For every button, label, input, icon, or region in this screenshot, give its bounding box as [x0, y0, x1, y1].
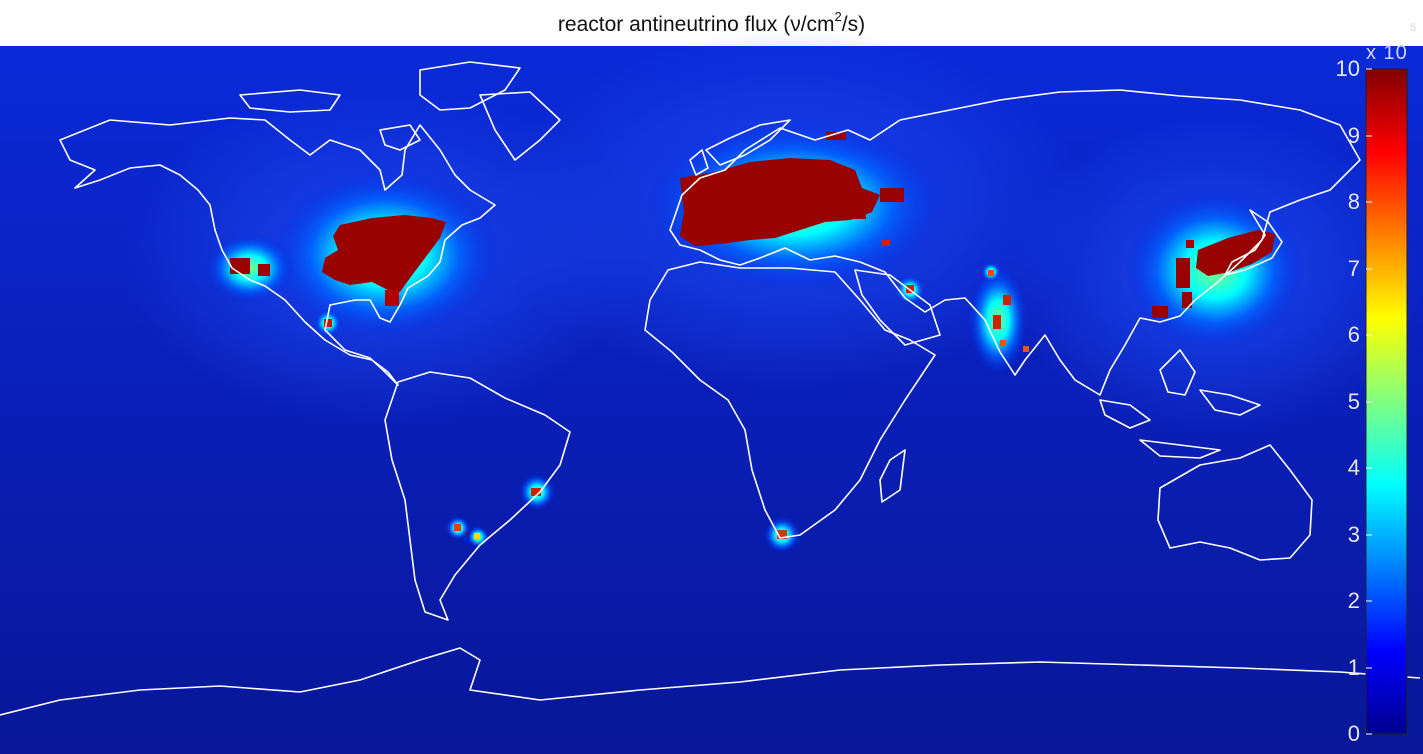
hotspot-pakistan: [988, 270, 994, 276]
colorbar-tick-label: 5: [1347, 389, 1360, 414]
hotspot-china: [1176, 258, 1190, 288]
map-title: reactor antineutrino flux (ν/cm2/s): [557, 9, 866, 36]
colorbar-multiplier: x 10: [1366, 42, 1408, 64]
colorbar-exponent: 5: [1410, 22, 1417, 34]
hotspot-texas-gulf: [324, 319, 332, 327]
coast-antarctica: [0, 647, 1421, 716]
hotspot-india: [993, 315, 1001, 329]
coast-japan: [1224, 209, 1283, 276]
colorbar-ticks: [1366, 68, 1372, 735]
hotspot-russia: [880, 188, 904, 202]
colorbar-tick-label: 2: [1347, 588, 1360, 613]
coast-south-america: [384, 371, 571, 621]
hotspot-argentina: [454, 524, 461, 531]
colorbar-tick-label: 0: [1347, 721, 1360, 746]
hotspot-south-africa: [777, 530, 787, 539]
colorbar-tick-label: 10: [1335, 56, 1360, 81]
hotspot-brazil: [531, 488, 541, 496]
coast-africa: [644, 261, 936, 539]
colorbar-tick-label: 7: [1347, 256, 1360, 281]
colorbar-tick-label: 8: [1347, 189, 1360, 214]
flux-cores: [230, 132, 1275, 539]
coast-north-america: [59, 117, 496, 386]
colorbar-tick-label: 9: [1347, 123, 1360, 148]
hotspot-europe: [680, 158, 880, 246]
hotspot-korea: [1152, 306, 1168, 318]
colorbar-tick-label: 3: [1347, 522, 1360, 547]
hotspot-japan: [1196, 230, 1275, 276]
colorbar-tick-label: 4: [1347, 455, 1360, 480]
colorbar: [1365, 68, 1408, 735]
coastlines: [0, 61, 1421, 716]
hotspot-eastern-united-states: [322, 215, 446, 292]
hotspot-taiwan: [1186, 240, 1194, 248]
hotspot-ukraine: [850, 205, 866, 219]
coast-australia: [1157, 444, 1313, 561]
colorbar-tick-label: 1: [1347, 655, 1360, 680]
colorbar-tick-label: 6: [1347, 322, 1360, 347]
hotspot-california: [230, 258, 250, 274]
coast-eurasia: [669, 89, 1361, 396]
